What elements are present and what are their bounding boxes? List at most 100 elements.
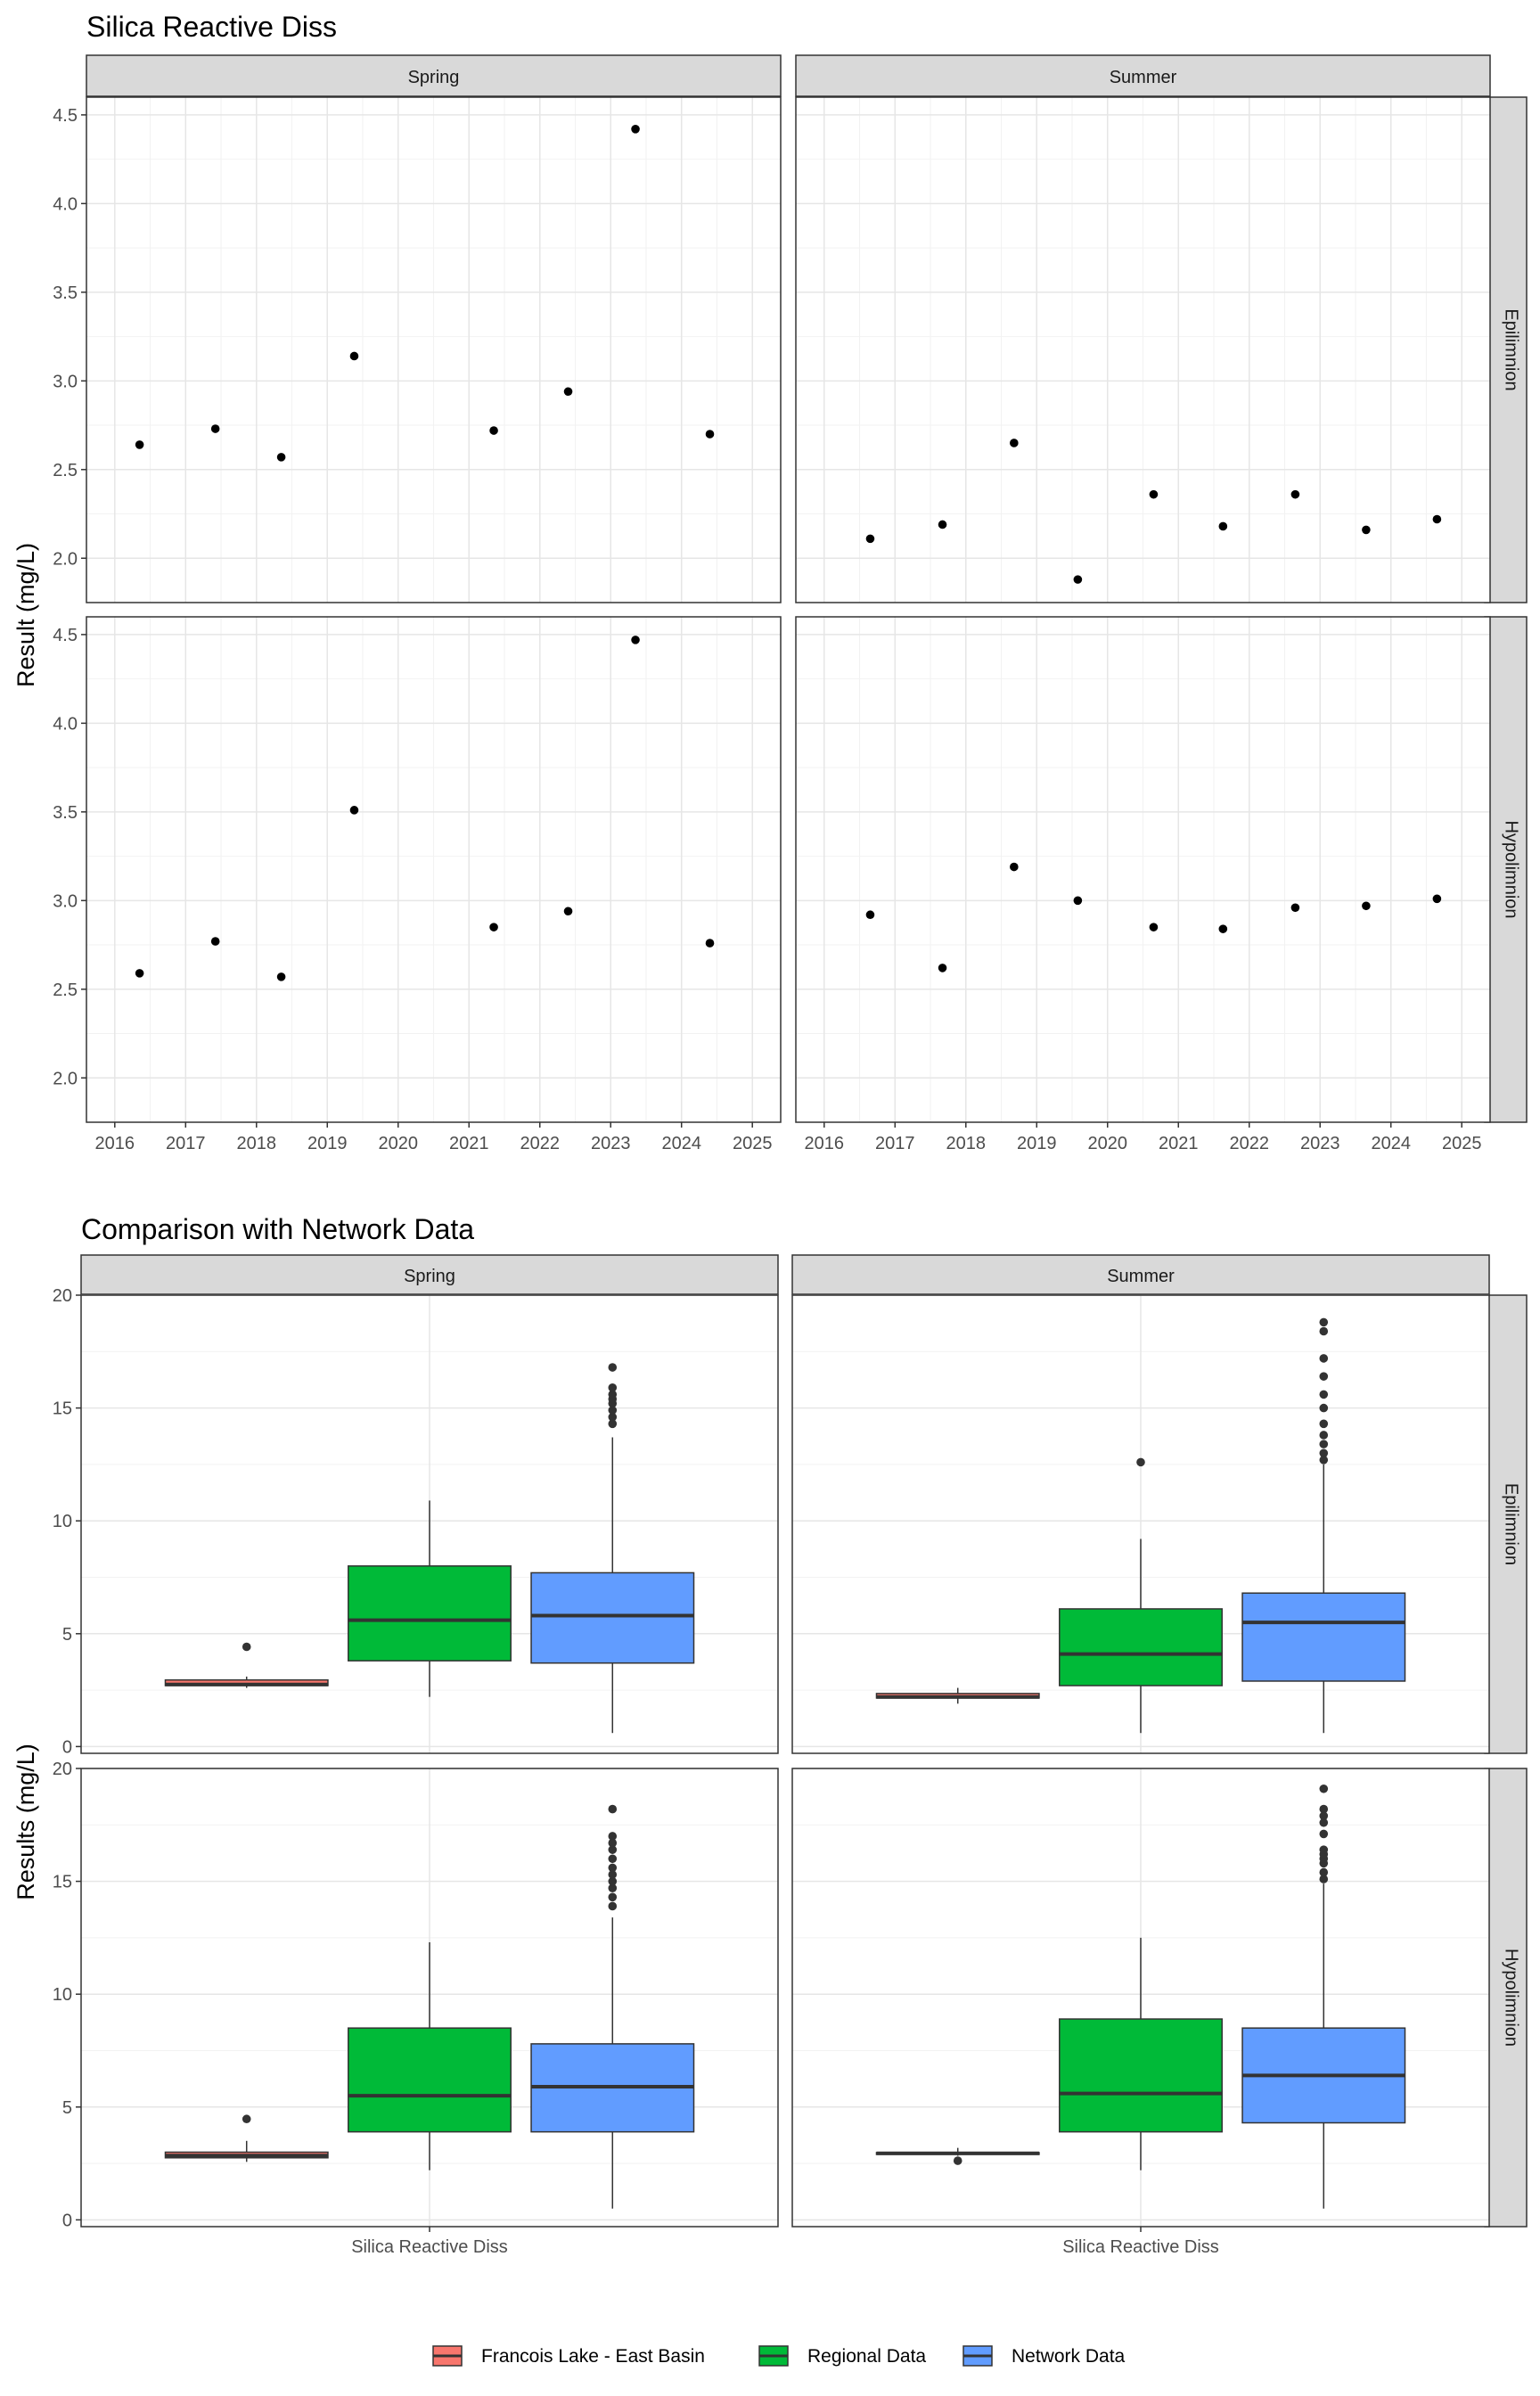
strip-summer-top — [795, 54, 1491, 97]
data-point — [563, 387, 573, 397]
data-point — [489, 426, 498, 435]
strip-label-epilimnion-bottom: Epilimnion — [1502, 1483, 1521, 1565]
x-tick-label: 2021 — [1159, 1134, 1199, 1153]
outlier-point — [1319, 1784, 1329, 1793]
data-point — [938, 520, 947, 529]
box-chart: Spring Summer Epilimnion Hypolimnion 0 5 10 15 2… — [53, 1254, 1528, 2257]
x-tick-label: 2022 — [520, 1134, 560, 1153]
box-panel-spring-hypolimnion: 0 5 10 15 20 Silica Reactive Diss — [53, 1760, 779, 2257]
outlier-point — [608, 1876, 618, 1886]
x-tick-label: 2023 — [1300, 1134, 1340, 1153]
y-tick-label: 2.5 — [53, 461, 78, 480]
legend-label-regional-data: Regional Data — [807, 2346, 926, 2367]
data-point — [1362, 525, 1371, 535]
outlier-point — [608, 1383, 618, 1392]
outlier-point — [608, 1845, 618, 1854]
y-tick-label: 4.0 — [53, 714, 78, 734]
scatter-panel-spring-hypolimnion: 2.0 2.5 3.0 3.5 4.0 4.5 2016 2017 2018 2019 2020 20… — [53, 616, 782, 1153]
data-point — [1362, 901, 1371, 911]
x-tick-label: 2016 — [95, 1134, 135, 1153]
legend-item-regional-data: Regional Data — [758, 2345, 926, 2367]
outlier-point — [608, 1838, 618, 1848]
x-tick-label: Silica Reactive Diss — [351, 2237, 508, 2257]
x-tick-label: 2019 — [1017, 1134, 1057, 1153]
outlier-point — [608, 1390, 618, 1399]
y-tick-label: 4.5 — [53, 626, 78, 645]
box-y-axis-label: Results (mg/L) — [12, 1744, 39, 1900]
panel-border — [795, 96, 1491, 603]
legend-label-network-data: Network Data — [1012, 2346, 1126, 2367]
scatter-panel-spring-epilimnion: 2.0 2.5 3.0 3.5 4.0 4.5 — [53, 96, 782, 603]
strip-label-hypolimnion-bottom: Hypolimnion — [1502, 1949, 1521, 2047]
outlier-point — [1136, 1457, 1145, 1467]
strip-label-summer-bottom: Summer — [1107, 1267, 1175, 1286]
outlier-point — [608, 1854, 618, 1864]
legend-label-francois-lake: Francois Lake - East Basin — [481, 2346, 705, 2367]
box-regional-data — [1059, 1457, 1223, 1734]
box-francois-lake-east-basin — [164, 2114, 329, 2162]
data-point — [865, 534, 875, 544]
outlier-point — [953, 2156, 962, 2165]
box-body — [348, 2027, 512, 2133]
box-body — [1059, 1608, 1223, 1686]
box-network-data — [1241, 1784, 1406, 2209]
data-point — [1073, 896, 1083, 906]
outlier-point — [608, 1863, 618, 1873]
strip-label-summer-top: Summer — [1110, 68, 1177, 87]
box-network-data — [530, 1804, 695, 2209]
x-tick-label: 2025 — [733, 1134, 773, 1153]
strip-hypolimnion-bottom — [1484, 1768, 1528, 2228]
scatter-chart: Spring Summer Epilimnion Hypolimnion 2.0 2.5 3… — [53, 54, 1528, 1153]
x-tick-label: 2023 — [591, 1134, 631, 1153]
data-point — [489, 923, 498, 931]
x-tick-label: 2021 — [449, 1134, 489, 1153]
outlier-point — [1319, 1354, 1329, 1363]
outlier-point — [1319, 1804, 1329, 1814]
outlier-point — [608, 1412, 618, 1422]
y-tick-label: 4.0 — [53, 194, 78, 214]
outlier-point — [1319, 1431, 1329, 1440]
outlier-point — [1319, 1829, 1329, 1839]
box-panel-summer-hypolimnion: Silica Reactive Diss — [791, 1768, 1490, 2257]
x-tick-label: 2020 — [1088, 1134, 1128, 1153]
data-point — [1290, 489, 1300, 499]
outlier-point — [1319, 1403, 1329, 1413]
y-tick-label: 15 — [53, 1399, 72, 1419]
data-point — [563, 907, 573, 916]
legend-item-network-data: Network Data — [962, 2345, 1126, 2367]
box-network-data — [530, 1363, 695, 1734]
x-tick-label: 2024 — [661, 1134, 701, 1153]
data-point — [1218, 924, 1228, 933]
strip-label-spring-top: Spring — [408, 68, 460, 87]
x-tick-label: 2016 — [805, 1134, 845, 1153]
outlier-point — [1319, 1818, 1329, 1827]
x-tick-label: 2018 — [237, 1134, 277, 1153]
outlier-point — [608, 1406, 618, 1415]
x-tick-label: 2019 — [307, 1134, 348, 1153]
data-point — [1218, 521, 1228, 531]
y-tick-label: 10 — [53, 1985, 72, 2005]
panel-border — [80, 1294, 779, 1754]
x-tick-label: 2017 — [166, 1134, 206, 1153]
outlier-point — [1319, 1875, 1329, 1883]
data-point — [705, 430, 715, 439]
panel-border — [86, 616, 782, 1123]
y-tick-label: 2.0 — [53, 549, 78, 569]
y-tick-label: 10 — [53, 1512, 72, 1531]
data-point — [135, 969, 144, 978]
scatter-y-axis-label: Result (mg/L) — [12, 543, 39, 687]
y-tick-label: 4.5 — [53, 106, 78, 126]
legend: Francois Lake - East Basin Regional Data… — [432, 2345, 1126, 2367]
box-panel-spring-epilimnion: 0 5 10 15 20 — [53, 1286, 779, 1757]
y-tick-label: 2.0 — [53, 1069, 78, 1088]
data-point — [938, 964, 947, 972]
y-tick-label: 3.5 — [53, 283, 78, 303]
outlier-point — [1319, 1845, 1329, 1854]
outlier-point — [608, 1901, 618, 1911]
box-regional-data — [348, 1500, 512, 1697]
box-regional-data — [348, 1941, 512, 2170]
strip-spring-top — [86, 54, 782, 97]
data-point — [631, 125, 640, 134]
box-body — [1059, 2018, 1223, 2133]
